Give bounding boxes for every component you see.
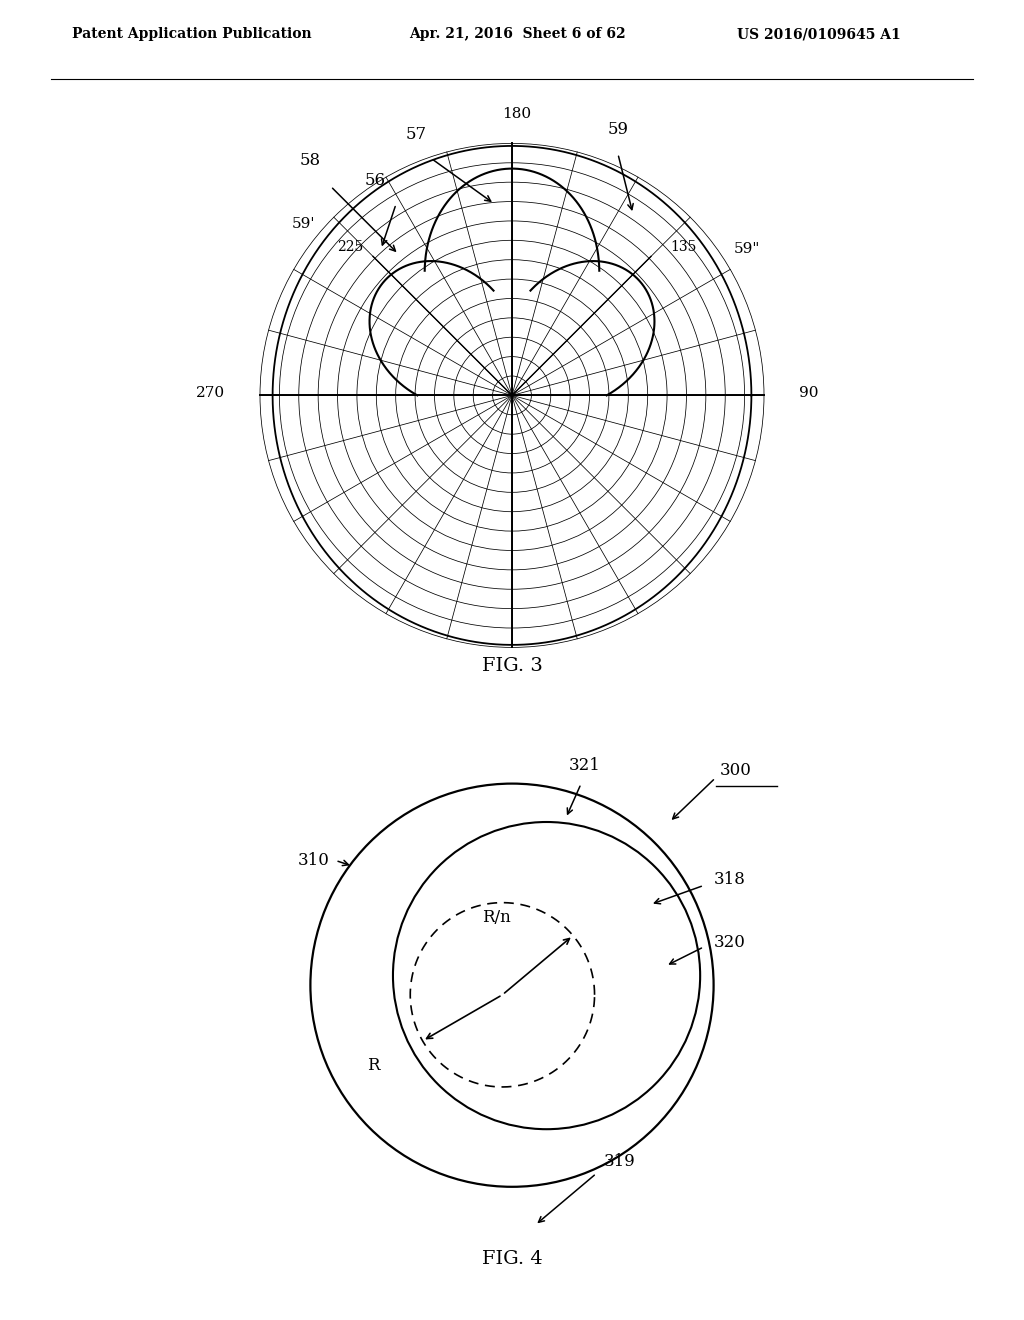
Text: 300: 300: [719, 762, 752, 779]
Text: 318: 318: [714, 871, 745, 888]
Text: US 2016/0109645 A1: US 2016/0109645 A1: [737, 28, 901, 41]
Text: 135: 135: [671, 240, 697, 253]
Text: 270: 270: [196, 385, 224, 400]
Text: 225: 225: [337, 240, 364, 253]
Text: 57: 57: [406, 127, 427, 144]
Text: 58: 58: [300, 152, 321, 169]
Text: 320: 320: [714, 935, 745, 952]
Text: 90: 90: [800, 385, 819, 400]
Text: 319: 319: [604, 1154, 636, 1171]
Text: 59": 59": [734, 243, 760, 256]
Text: 59': 59': [292, 216, 315, 231]
Text: 310: 310: [298, 851, 330, 869]
Text: 56: 56: [365, 172, 386, 189]
Text: FIG. 4: FIG. 4: [481, 1250, 543, 1269]
Text: 321: 321: [569, 756, 601, 774]
Text: 180: 180: [503, 107, 531, 120]
Text: 59: 59: [607, 121, 629, 139]
Text: FIG. 3: FIG. 3: [481, 657, 543, 676]
Text: Apr. 21, 2016  Sheet 6 of 62: Apr. 21, 2016 Sheet 6 of 62: [410, 28, 627, 41]
Text: Patent Application Publication: Patent Application Publication: [72, 28, 311, 41]
Text: R/n: R/n: [482, 909, 511, 927]
Text: R: R: [368, 1057, 380, 1074]
